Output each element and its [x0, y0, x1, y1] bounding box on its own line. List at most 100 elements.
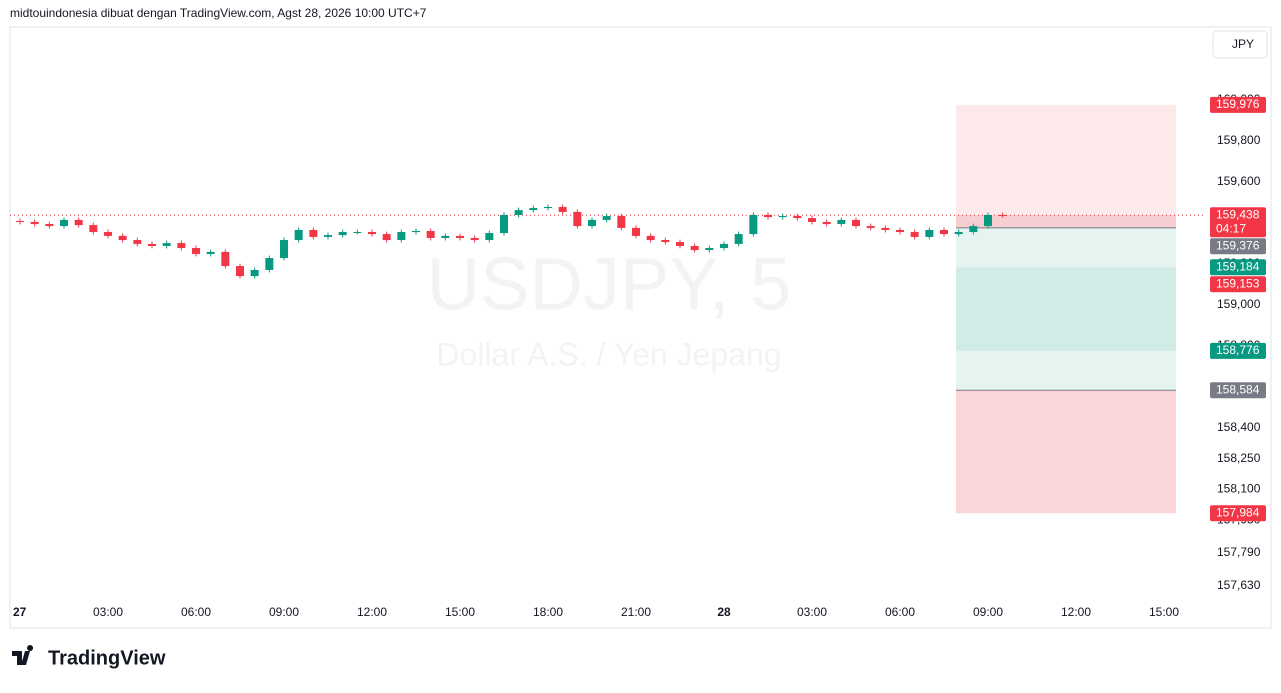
- candle-body: [764, 215, 772, 218]
- candle-body: [324, 235, 332, 237]
- candle-body: [265, 258, 274, 270]
- y-tick-label: 158,400: [1217, 420, 1261, 434]
- candle-body: [16, 220, 24, 222]
- chart-frame: [9, 26, 1272, 629]
- candle-body: [661, 240, 670, 243]
- candle-body: [338, 232, 347, 236]
- x-tick-label: 18:00: [533, 605, 563, 619]
- candle-body: [133, 240, 142, 244]
- candle-body: [588, 219, 596, 227]
- header-title: midtouindonesia dibuat dengan TradingVie…: [10, 6, 427, 20]
- watermark-symbol: USDJPY, 5: [427, 243, 792, 326]
- x-tick-label: 21:00: [621, 605, 651, 619]
- x-tick-label: 06:00: [885, 605, 915, 619]
- candle-body: [837, 219, 846, 225]
- candle-body: [969, 226, 978, 233]
- candle-body: [940, 229, 948, 235]
- candle-body: [720, 243, 728, 249]
- candle-body: [412, 230, 420, 233]
- candle-body: [148, 243, 156, 246]
- price-countdown: 04:17: [1216, 221, 1246, 235]
- candle-body: [646, 235, 655, 241]
- candle-body: [368, 232, 376, 235]
- candle-body: [500, 215, 508, 234]
- candle-body: [998, 215, 1007, 217]
- candle-body: [734, 234, 743, 244]
- x-tick-label: 03:00: [797, 605, 827, 619]
- y-tick-label: 158,100: [1217, 482, 1261, 496]
- watermark-name: Dollar A.S. / Yen Jepang: [436, 336, 781, 372]
- candle-body: [529, 208, 538, 211]
- candle-body: [866, 226, 875, 228]
- price-label: 158,776: [1216, 343, 1260, 357]
- y-tick-label: 159,000: [1217, 297, 1261, 311]
- price-label-bg: [1210, 342, 1266, 359]
- candle-body: [221, 251, 230, 267]
- candle-body: [749, 215, 758, 235]
- currency-label[interactable]: JPY: [1232, 37, 1254, 51]
- candle-body: [192, 248, 200, 254]
- candle-body: [705, 248, 714, 251]
- position-zone: [956, 390, 1176, 514]
- price-label: 159,376: [1216, 238, 1260, 252]
- candle-body: [470, 237, 479, 241]
- candle-body: [617, 216, 626, 228]
- candle-body: [573, 211, 582, 227]
- x-tick-label: 09:00: [269, 605, 299, 619]
- x-tick-label: 03:00: [93, 605, 123, 619]
- y-tick-label: 159,800: [1217, 133, 1261, 147]
- candle-body: [925, 229, 934, 237]
- x-tick-label: 09:00: [973, 605, 1003, 619]
- candle-body: [852, 219, 860, 227]
- price-label-bg: [1210, 207, 1266, 238]
- price-label: 159,153: [1216, 276, 1260, 290]
- y-tick-label: 157,630: [1217, 578, 1261, 592]
- candle-body: [177, 243, 186, 249]
- candle-body: [485, 233, 494, 241]
- candle-body: [822, 221, 831, 225]
- x-tick-label: 27: [13, 605, 27, 619]
- logo-text: TradingView: [48, 647, 166, 669]
- position-zone: [956, 104, 1176, 228]
- price-label: 159,976: [1216, 97, 1260, 111]
- candle-body: [456, 235, 464, 238]
- candle-body: [514, 210, 523, 216]
- candle-body: [118, 235, 127, 241]
- x-tick-label: 28: [717, 605, 731, 619]
- price-label: 157,984: [1216, 505, 1260, 519]
- candle-body: [910, 232, 919, 237]
- position-zone: [956, 227, 1176, 268]
- x-tick-label: 12:00: [1061, 605, 1091, 619]
- candle-body: [30, 221, 39, 225]
- candle-body: [309, 229, 318, 237]
- position-zone: [956, 215, 1176, 228]
- price-label-bg: [1210, 276, 1266, 293]
- candle-body: [236, 266, 244, 277]
- y-tick-label: 158,250: [1217, 451, 1261, 465]
- price-label-bg: [1210, 238, 1266, 255]
- candle-body: [45, 224, 54, 227]
- candle-body: [793, 216, 802, 219]
- x-tick-label: 15:00: [1149, 605, 1179, 619]
- candle-body: [984, 215, 992, 227]
- price-label: 159,184: [1216, 259, 1260, 273]
- price-label-bg: [1210, 382, 1266, 399]
- candle-body: [441, 235, 450, 238]
- candle-body: [104, 232, 112, 236]
- y-tick-label: 157,790: [1217, 545, 1261, 559]
- position-zone: [956, 267, 1176, 351]
- currency-button[interactable]: [1212, 30, 1268, 59]
- price-label: 158,584: [1216, 382, 1260, 396]
- candle-body: [397, 232, 406, 241]
- x-tick-label: 06:00: [181, 605, 211, 619]
- candle-body: [690, 245, 699, 251]
- y-tick-label: 159,600: [1217, 174, 1261, 188]
- logo-icon: [12, 645, 34, 665]
- candle-body: [896, 229, 904, 233]
- candle-body: [602, 216, 611, 220]
- candle-body: [632, 227, 640, 236]
- candle-body: [294, 229, 303, 241]
- candle-body: [954, 232, 963, 235]
- candle-body: [206, 251, 215, 254]
